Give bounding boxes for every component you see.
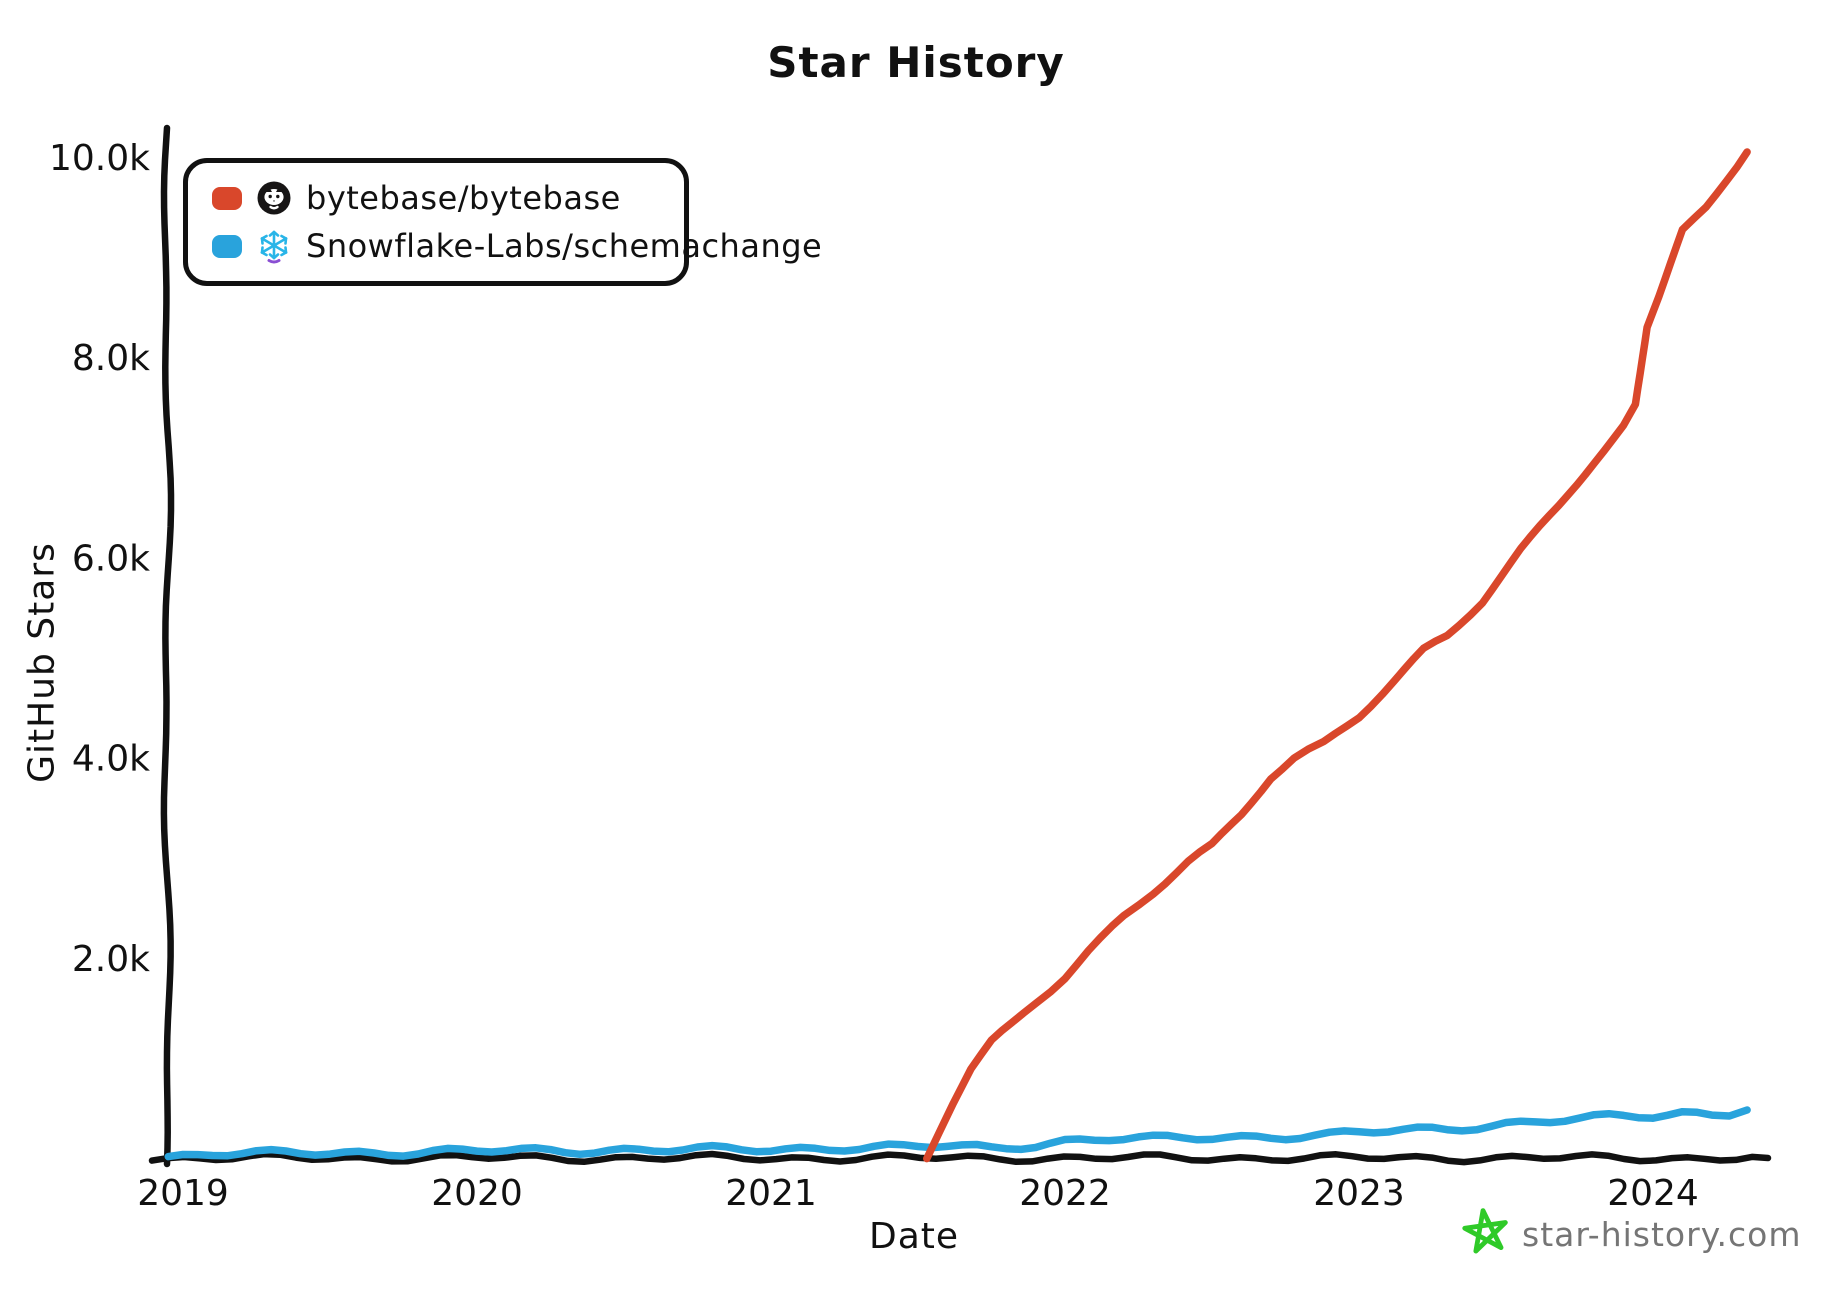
x-axis-line xyxy=(148,1150,1772,1166)
series-line-bytebase xyxy=(923,148,1751,1163)
watermark: star-history.com xyxy=(1462,1206,1801,1262)
legend-item-label: Snowflake-Labs/schemachange xyxy=(306,227,823,265)
legend: bytebase/bytebase xyxy=(183,158,822,286)
x-tick-label: 2023 xyxy=(1313,1173,1405,1214)
x-tick-label: 2021 xyxy=(725,1173,817,1214)
star-logo-icon xyxy=(1462,1208,1510,1260)
legend-swatch-bytebase xyxy=(212,186,242,210)
x-tick-label: 2019 xyxy=(137,1173,229,1214)
legend-item-label: bytebase/bytebase xyxy=(306,179,621,217)
legend-item-schemachange: Snowflake-Labs/schemachange xyxy=(212,227,822,265)
legend-swatch-schemachange xyxy=(212,234,242,258)
y-tick-label: 10.0k xyxy=(49,138,150,179)
legend-item-bytebase: bytebase/bytebase xyxy=(212,179,664,217)
watermark-text: star-history.com xyxy=(1522,1214,1802,1254)
y-tick-label: 6.0k xyxy=(72,538,150,579)
x-tick-label: 2020 xyxy=(431,1173,523,1214)
y-tick-label: 2.0k xyxy=(72,939,150,980)
y-tick-label: 4.0k xyxy=(72,739,150,780)
y-axis-title: GitHub Stars xyxy=(21,542,63,783)
chart-title: Star History xyxy=(767,38,1065,87)
github-octocat-icon xyxy=(256,180,292,216)
x-axis-title: Date xyxy=(868,1216,960,1257)
y-tick-label: 8.0k xyxy=(72,338,150,379)
snowflake-icon xyxy=(256,228,292,264)
x-tick-label: 2024 xyxy=(1607,1173,1699,1214)
x-tick-label: 2022 xyxy=(1019,1173,1111,1214)
y-axis-line xyxy=(160,124,175,1168)
series-line-schemachange xyxy=(164,1106,1751,1161)
